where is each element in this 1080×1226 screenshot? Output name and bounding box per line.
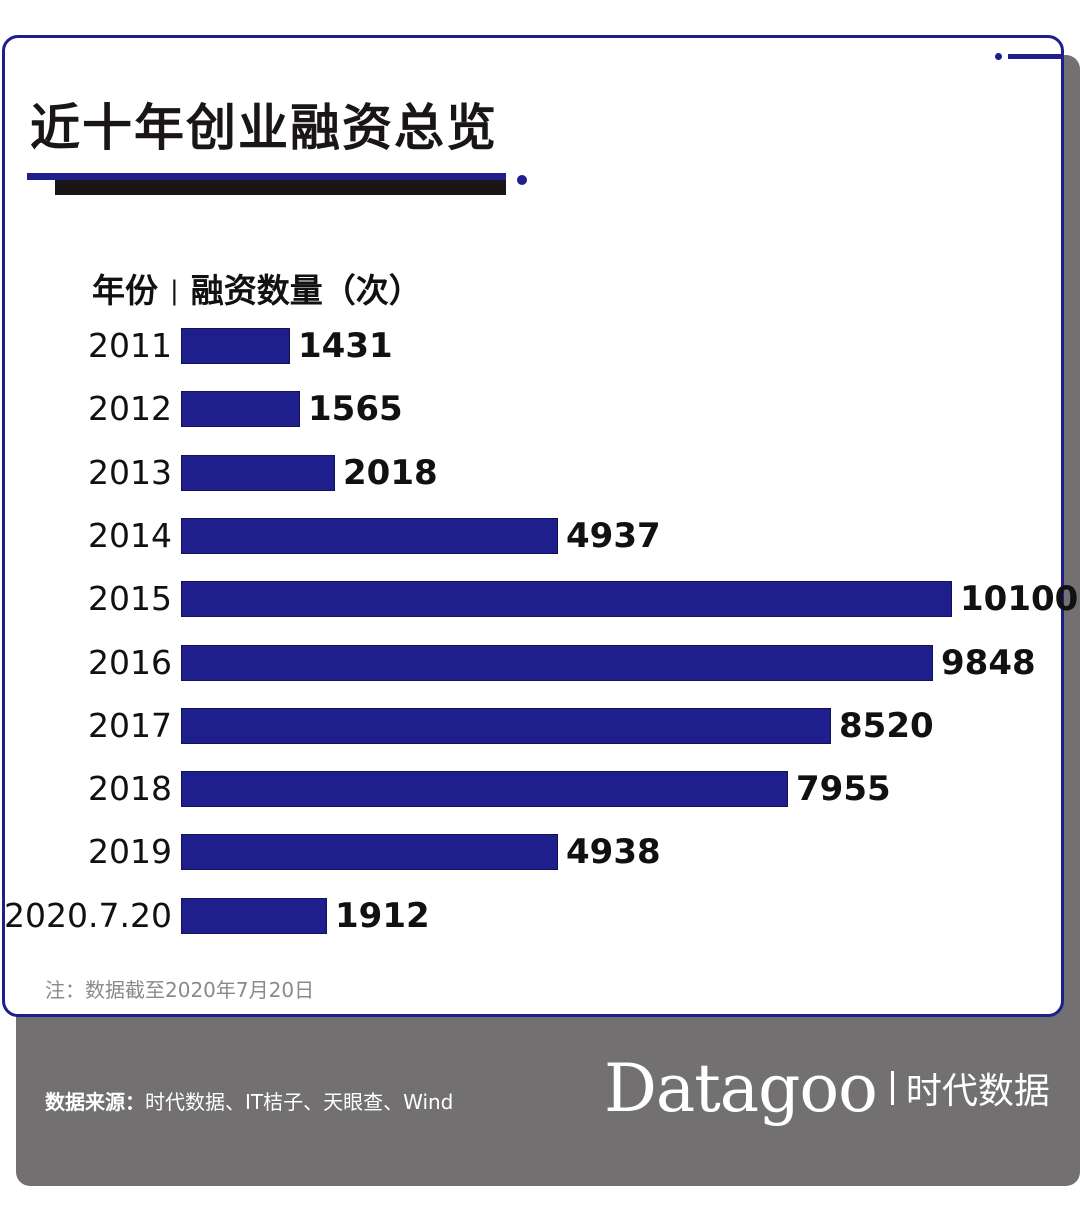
decorative-dot [995,53,1002,60]
bar-row: 2020.7.20 1912 [0,895,1080,936]
bar-row: 2011 1431 [0,326,1080,366]
column-header: 年份 | 融资数量（次） [92,264,422,312]
brand-separator [890,1071,894,1105]
year-label: 2018 [88,769,172,809]
year-label: 2017 [88,705,172,745]
bar-row: 2016 9848 [0,642,1080,683]
source-text: 时代数据、IT桔子、天眼查、Wind [145,1090,454,1114]
title-underline-black [55,180,506,195]
bar [181,391,300,428]
year-label: 2011 [88,326,172,365]
value-label: 1912 [335,895,430,936]
chart-title: 近十年创业融资总览 [30,99,498,157]
bar [181,517,558,554]
bar-row: 2015 10100 [0,579,1080,620]
year-label: 2019 [88,832,172,872]
bar [181,834,558,871]
bar [181,707,831,744]
title-underline-dot [517,175,527,185]
bar [181,644,933,681]
year-label: 2020.7.20 [4,895,172,935]
year-label: 2013 [88,452,172,492]
decorative-line [1008,54,1064,59]
value-label: 8520 [839,705,934,746]
value-label: 4937 [566,515,661,556]
value-label: 9848 [941,642,1036,683]
footnote: 注：数据截至2020年7月20日 [45,978,315,1002]
source-label: 数据来源： [45,1090,145,1114]
bar [181,328,290,364]
bar-row: 2017 8520 [0,705,1080,746]
bar [181,454,335,491]
header-year: 年份 [92,271,158,310]
year-label: 2014 [88,515,172,555]
data-source: 数据来源：时代数据、IT桔子、天眼查、Wind [45,1086,453,1115]
brand-wordmark: Datagoo [604,1050,878,1127]
brand-chinese: 时代数据 [905,1071,1050,1112]
bar-row: 2019 4938 [0,832,1080,873]
header-separator: | [170,276,179,306]
bar [181,581,952,618]
value-label: 1431 [298,326,393,366]
value-label: 4938 [566,832,661,873]
bar [181,771,788,808]
year-label: 2012 [88,389,172,429]
brand-logo: Datagoo 时代数据 [604,1050,1050,1127]
year-label: 2015 [88,579,172,619]
bar-row: 2014 4937 [0,515,1080,556]
year-label: 2016 [88,642,172,682]
header-count: 融资数量（次） [190,271,422,310]
title-underline-blue [27,173,506,180]
value-label: 7955 [796,769,891,810]
value-label: 2018 [343,452,438,493]
value-label: 1565 [308,389,403,430]
bar-row: 2012 1565 [0,389,1080,430]
bar [181,897,327,934]
bar-row: 2018 7955 [0,769,1080,810]
bar-row: 2013 2018 [0,452,1080,493]
value-label: 10100 [960,579,1079,620]
